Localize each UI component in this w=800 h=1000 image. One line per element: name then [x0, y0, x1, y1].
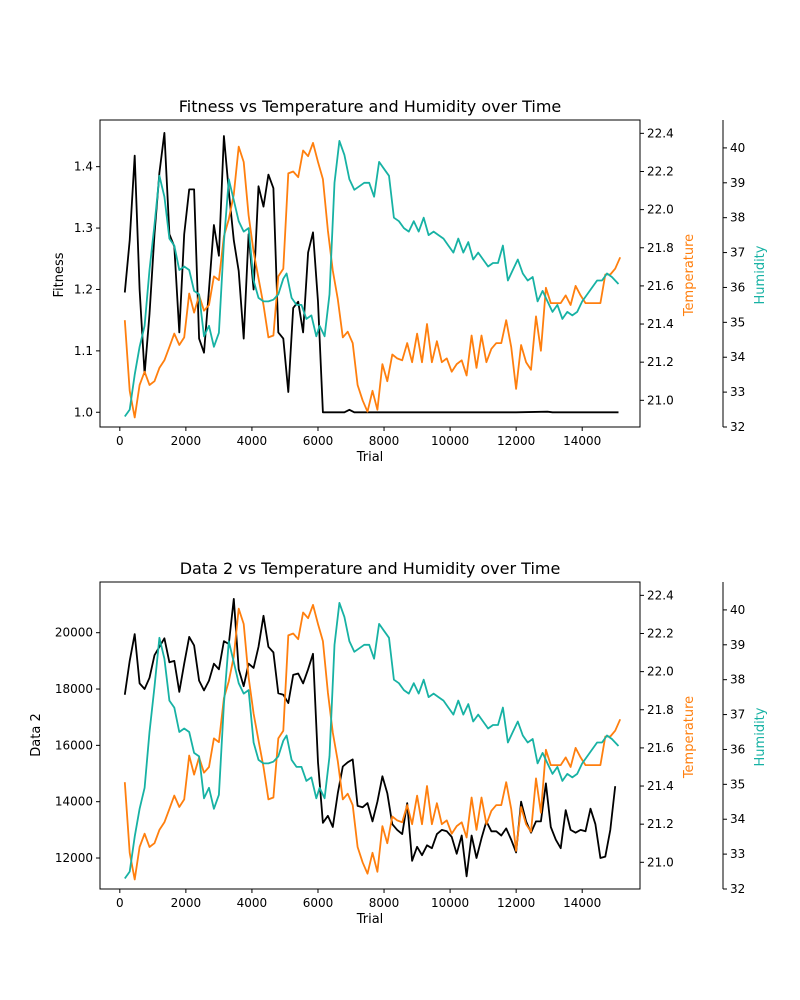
y2-tick-label: 22.2 [647, 164, 674, 178]
x-tick-label: 0 [116, 434, 124, 448]
y3-tick-label: 36 [730, 742, 745, 756]
y2-tick-label: 21.6 [647, 279, 674, 293]
y2-axis-label-1: Temperature [682, 234, 697, 317]
y-tick-label: 1.3 [74, 221, 93, 235]
y2-tick-label: 21.0 [647, 855, 674, 869]
y3-axis-label-1: Humidity [753, 245, 768, 304]
y3-tick-label: 39 [730, 638, 745, 652]
y-tick-label: 1.2 [74, 282, 93, 296]
x-tick-label: 14000 [563, 434, 601, 448]
y3-tick-label: 34 [730, 812, 745, 826]
series-line-left [123, 131, 619, 414]
y2-tick-label: 22.4 [647, 126, 674, 140]
y-tick-label: 18000 [55, 682, 93, 696]
y2-tick-label: 21.6 [647, 741, 674, 755]
x-tick-label: 8000 [369, 434, 400, 448]
y-tick-label: 20000 [55, 626, 93, 640]
x-tick-label: 4000 [237, 434, 268, 448]
series-line-right [123, 604, 622, 881]
series-line-left [123, 598, 617, 878]
y2-tick-label: 21.8 [647, 241, 674, 255]
y3-tick-label: 38 [730, 673, 745, 687]
y3-tick-label: 36 [730, 280, 745, 294]
x-tick-label: 12000 [497, 434, 535, 448]
chart-panel-2: Data 2 vs Temperature and Humidity over … [29, 559, 768, 927]
y3-tick-label: 37 [730, 708, 745, 722]
chart-title-2: Data 2 vs Temperature and Humidity over … [180, 559, 561, 578]
y3-tick-label: 39 [730, 176, 745, 190]
y3-tick-label: 40 [730, 603, 745, 617]
x-tick-label: 8000 [369, 896, 400, 910]
y2-tick-label: 21.2 [647, 817, 674, 831]
y2-tick-label: 21.2 [647, 355, 674, 369]
y-tick-label: 14000 [55, 795, 93, 809]
y-tick-label: 16000 [55, 738, 93, 752]
y-tick-label: 1.0 [74, 405, 93, 419]
y-tick-label: 1.1 [74, 344, 93, 358]
x-tick-label: 12000 [497, 896, 535, 910]
chart-title-1: Fitness vs Temperature and Humidity over… [179, 97, 562, 116]
y3-tick-label: 32 [730, 420, 745, 434]
series-line-right [123, 141, 622, 419]
y-tick-label: 1.4 [74, 160, 93, 174]
y3-axis-label-2: Humidity [753, 707, 768, 766]
y2-axis-label-2: Temperature [682, 696, 697, 779]
plot-frame [99, 581, 641, 890]
y3-tick-label: 33 [730, 847, 745, 861]
x-tick-label: 10000 [431, 896, 469, 910]
y-tick-label: 12000 [55, 851, 93, 865]
x-tick-label: 4000 [237, 896, 268, 910]
y3-tick-label: 40 [730, 141, 745, 155]
y2-tick-label: 22.4 [647, 588, 674, 602]
y2-tick-label: 22.2 [647, 626, 674, 640]
y2-tick-label: 21.8 [647, 703, 674, 717]
x-tick-label: 10000 [431, 434, 469, 448]
plot-frame [99, 119, 641, 428]
chart-panel-1: Fitness vs Temperature and Humidity over… [52, 97, 768, 465]
y2-tick-label: 22.0 [647, 203, 674, 217]
y-axis-label-2: Data 2 [29, 713, 44, 756]
x-tick-label: 14000 [563, 896, 601, 910]
series-line-right2 [124, 602, 620, 880]
x-axis-label-1: Trial [356, 450, 384, 465]
y3-tick-label: 34 [730, 350, 745, 364]
y2-tick-label: 21.4 [647, 317, 674, 331]
y2-tick-label: 21.0 [647, 393, 674, 407]
y3-tick-label: 32 [730, 882, 745, 896]
y3-tick-label: 33 [730, 385, 745, 399]
y3-tick-label: 35 [730, 777, 745, 791]
x-tick-label: 2000 [171, 896, 202, 910]
y2-tick-label: 22.0 [647, 665, 674, 679]
x-tick-label: 6000 [303, 434, 334, 448]
x-axis-label-2: Trial [356, 912, 384, 927]
x-tick-label: 2000 [171, 434, 202, 448]
series-line-right2 [124, 139, 620, 418]
x-tick-label: 6000 [303, 896, 334, 910]
y3-tick-label: 38 [730, 211, 745, 225]
y2-tick-label: 21.4 [647, 779, 674, 793]
y-axis-label-1: Fitness [52, 252, 67, 297]
y3-tick-label: 37 [730, 246, 745, 260]
y3-tick-label: 35 [730, 315, 745, 329]
x-tick-label: 0 [116, 896, 124, 910]
